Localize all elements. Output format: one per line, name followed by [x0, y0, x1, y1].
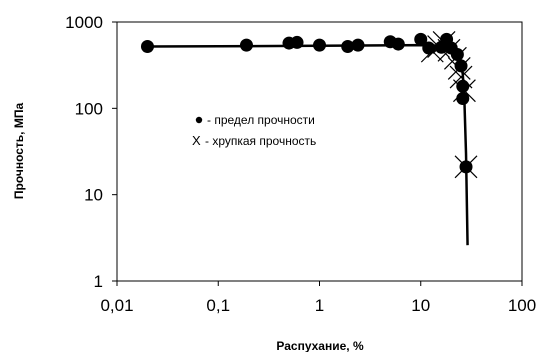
strength-point — [341, 40, 355, 54]
y-axis-title: Прочность, МПа — [12, 103, 26, 200]
x-axis-title: Распухание, % — [276, 339, 364, 352]
strength-point — [454, 59, 468, 73]
strength-point — [290, 35, 304, 49]
strength-point — [313, 38, 326, 52]
x-tick-label: 10 — [411, 296, 430, 315]
strength-point — [456, 91, 470, 105]
strength-point — [456, 79, 470, 93]
strength-point — [459, 160, 473, 174]
legend: - предел прочности X - хрупкая прочность — [192, 113, 316, 148]
y-tick-label: 1 — [94, 272, 103, 291]
legend-label-strength: - предел прочности — [207, 113, 315, 127]
y-axis: 1 10 100 1000 — [65, 13, 117, 291]
legend-marker-strength — [195, 116, 203, 124]
x-tick-label: 0,01 — [100, 296, 133, 315]
strength-point — [140, 40, 154, 54]
x-tick-label: 0,1 — [206, 296, 230, 315]
x-axis: 0,01 0,1 1 10 100 — [100, 281, 536, 315]
legend-label-brittle: - хрупкая прочность — [205, 134, 316, 148]
y-tick-label: 100 — [75, 99, 103, 118]
strength-point — [351, 38, 365, 52]
legend-marker-brittle: X — [192, 133, 201, 148]
strength-point — [422, 41, 436, 55]
x-tick-label: 1 — [315, 296, 324, 315]
strength-point — [414, 32, 428, 46]
y-tick-label: 1000 — [65, 13, 103, 32]
strength-point — [239, 38, 253, 52]
strength-point — [391, 37, 405, 51]
strength-point — [450, 48, 464, 62]
series-layer — [140, 30, 478, 246]
y-tick-label: 10 — [84, 186, 103, 205]
x-tick-label: 100 — [508, 296, 536, 315]
